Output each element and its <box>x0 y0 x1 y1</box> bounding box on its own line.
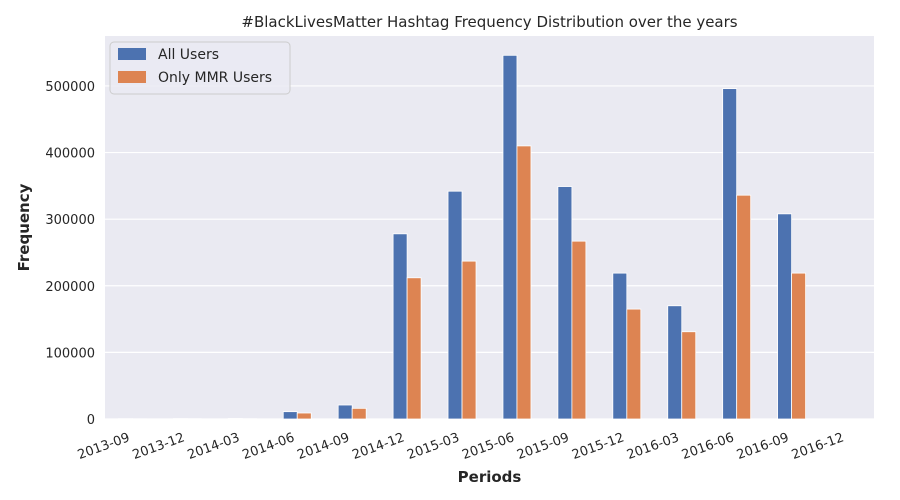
legend-swatch <box>118 48 146 60</box>
x-tick-label: 2015-09 <box>515 430 571 463</box>
bar <box>227 418 243 420</box>
legend-box <box>109 41 291 95</box>
bar <box>722 88 738 420</box>
y-tick-label: 200000 <box>45 280 95 295</box>
legend-entry: Only MMR Users <box>158 70 272 86</box>
y-tick-label: 300000 <box>45 213 95 228</box>
x-axis-ticks: 2013-092013-122014-032014-062014-092014-… <box>76 430 846 463</box>
x-tick-label: 2013-12 <box>131 430 187 463</box>
bar <box>557 186 573 420</box>
x-tick-label: 2014-06 <box>240 430 296 463</box>
bar <box>296 412 312 420</box>
bar <box>516 145 532 420</box>
x-tick-label: 2015-03 <box>405 430 461 463</box>
bar <box>626 308 642 420</box>
bar <box>667 305 683 420</box>
y-axis-ticks: 0 100000 200000 300000 400000 500000 <box>45 80 95 428</box>
bar <box>736 194 752 420</box>
bar <box>571 240 587 420</box>
bar <box>777 213 793 420</box>
bar <box>612 272 628 420</box>
bar <box>351 407 367 420</box>
x-tick-label: 2016-03 <box>625 430 681 463</box>
bar <box>502 54 518 420</box>
x-tick-label: 2015-06 <box>460 430 516 463</box>
y-tick-label: 400000 <box>45 147 95 162</box>
y-tick-label: 0 <box>87 413 95 428</box>
legend-entry: All Users <box>158 47 219 63</box>
bar <box>681 331 697 420</box>
x-tick-label: 2016-12 <box>790 430 846 463</box>
bar <box>461 260 477 420</box>
y-tick-label: 100000 <box>45 346 95 361</box>
bar <box>406 277 422 420</box>
bar <box>447 190 463 420</box>
x-tick-label: 2014-12 <box>350 430 406 463</box>
chart-title: #BlackLivesMatter Hashtag Frequency Dist… <box>241 13 737 31</box>
x-axis-label: Periods <box>458 468 522 486</box>
bar <box>791 272 807 420</box>
x-tick-label: 2013-09 <box>76 430 132 463</box>
x-tick-label: 2014-03 <box>186 430 242 463</box>
legend: All Users Only MMR Users <box>109 41 291 95</box>
x-tick-label: 2016-06 <box>680 430 736 463</box>
bar <box>282 411 298 420</box>
bar <box>337 404 353 420</box>
y-tick-label: 500000 <box>45 80 95 95</box>
bars <box>118 54 807 420</box>
legend-swatch <box>118 71 146 83</box>
x-tick-label: 2014-09 <box>295 430 351 463</box>
y-axis-label: Frequency <box>15 183 33 271</box>
bar <box>392 233 408 420</box>
x-tick-label: 2016-09 <box>735 430 791 463</box>
x-tick-label: 2015-12 <box>570 430 626 463</box>
